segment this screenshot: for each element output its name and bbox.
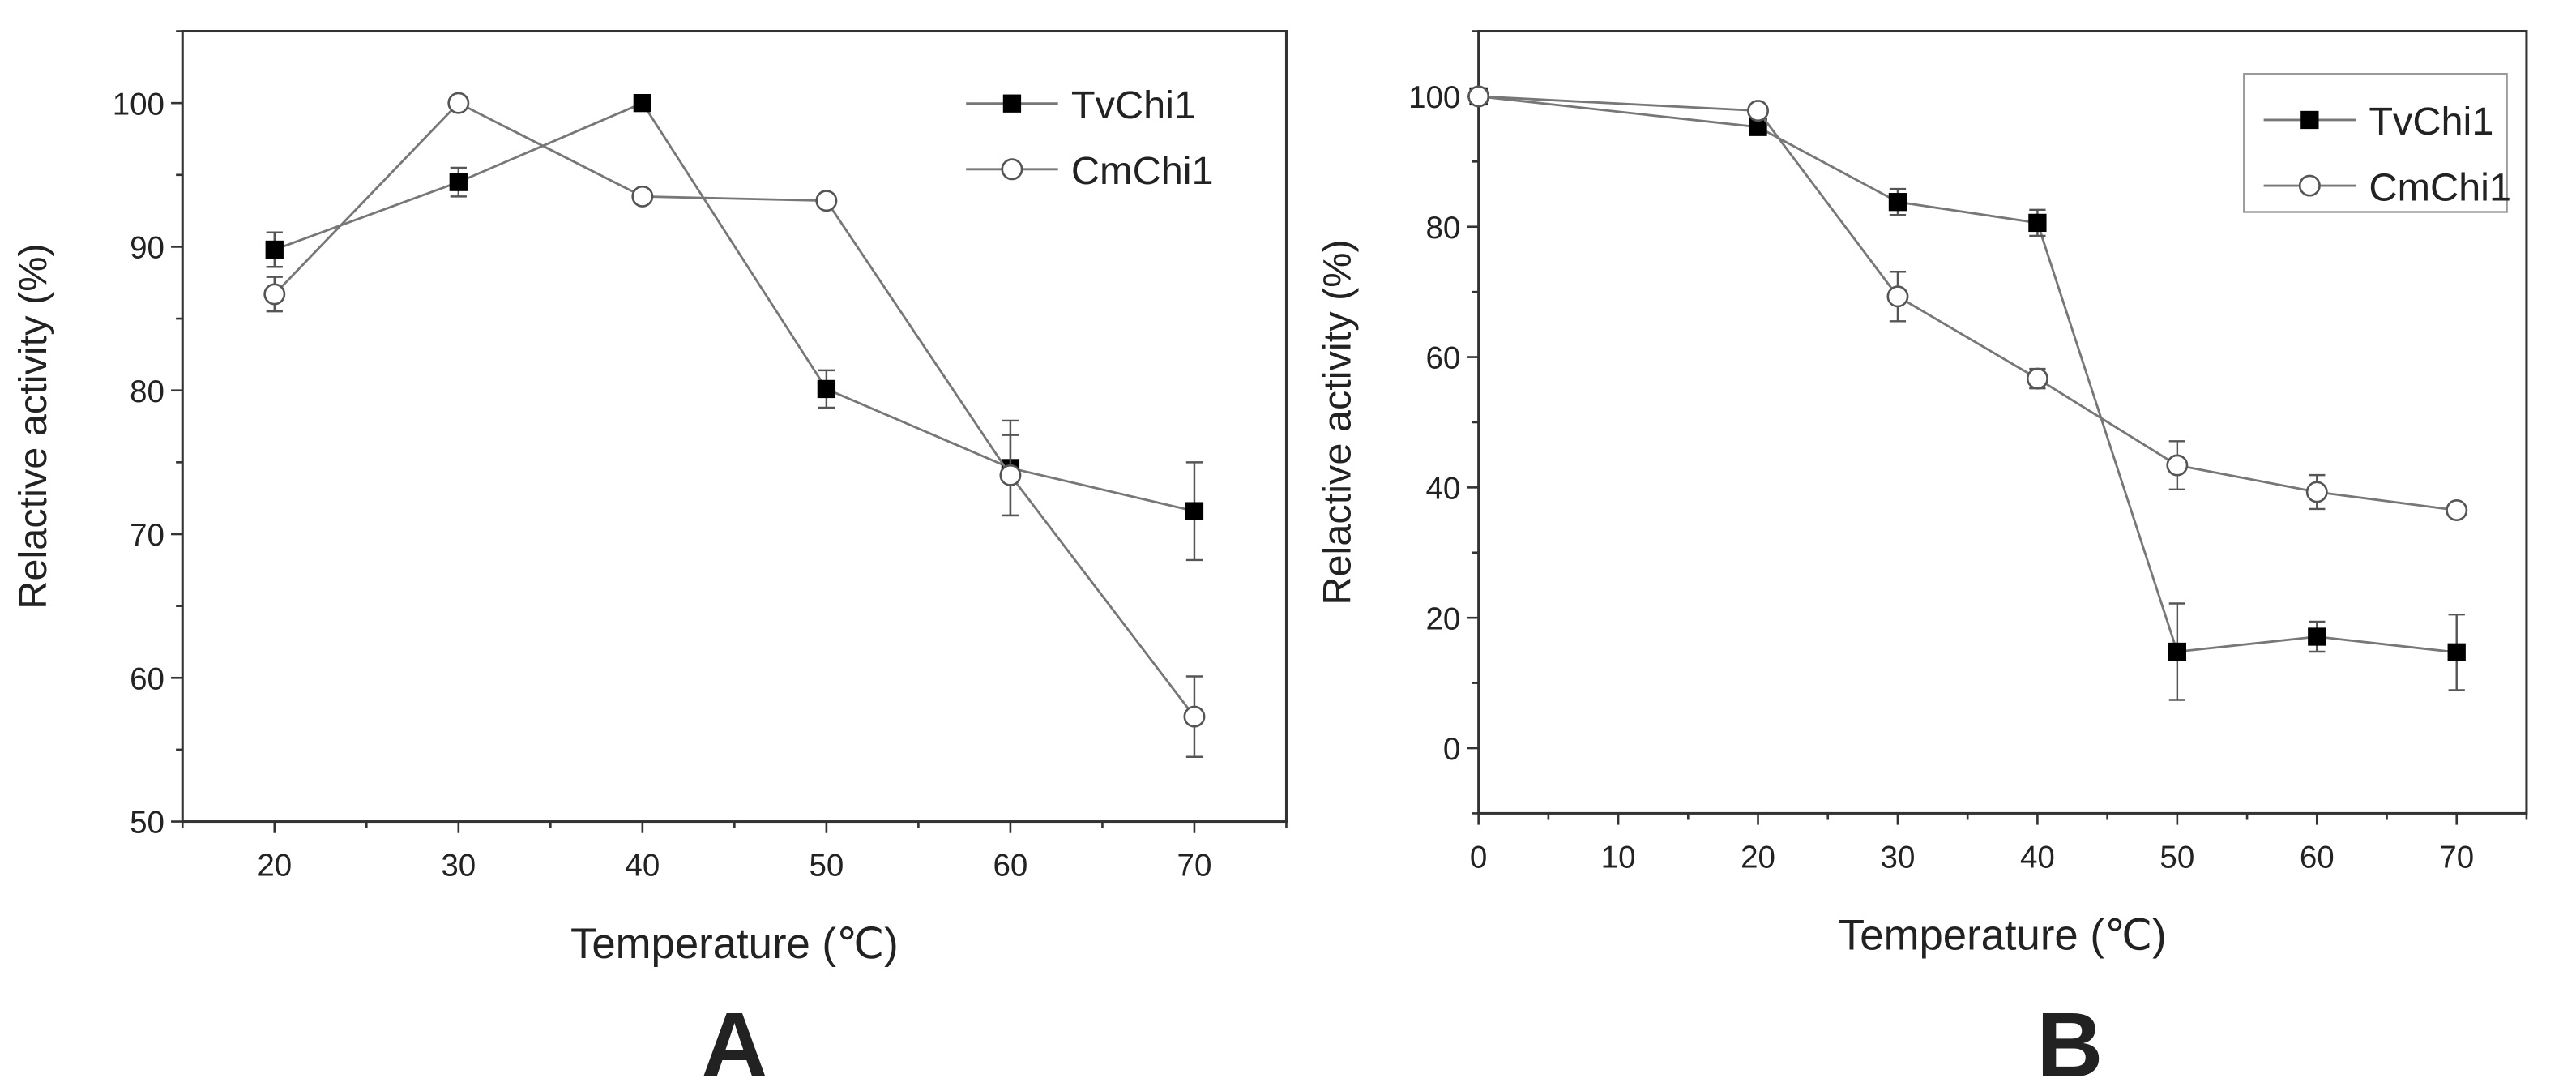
legend-label: CmChi1 [2369, 165, 2511, 209]
x-tick-label: 40 [2020, 840, 2055, 875]
data-point [2446, 499, 2468, 521]
data-point [1888, 193, 1907, 212]
data-point [1749, 118, 1767, 136]
series-CmChi1 [1467, 85, 2468, 521]
data-point [263, 283, 286, 306]
x-tick-label: 20 [257, 848, 292, 883]
data-point [633, 94, 651, 113]
y-tick-label: 80 [130, 374, 164, 409]
legend-box [2243, 73, 2508, 213]
x-tick-label: 70 [1177, 848, 1212, 883]
series-CmChi1 [263, 92, 1206, 758]
y-tick-label: 60 [130, 661, 164, 696]
legend-marker [1002, 94, 1022, 113]
legend-label: TvChi1 [1071, 83, 1196, 127]
series-TvChi1 [265, 94, 1204, 562]
data-point [2305, 481, 2328, 503]
data-point [265, 240, 284, 259]
legend-marker [2298, 174, 2321, 197]
series-line [274, 101, 1195, 513]
legend-label: TvChi1 [2369, 100, 2493, 143]
x-axis-label: Temperature (℃) [570, 920, 899, 968]
data-point [817, 379, 836, 399]
y-axis-label: Relactive activity (%) [1316, 239, 1360, 605]
data-point [447, 92, 470, 114]
data-point [1185, 502, 1204, 520]
y-axis-label: Relactive activity (%) [11, 243, 55, 609]
x-tick-label: 50 [809, 848, 844, 883]
data-point [2028, 213, 2047, 233]
x-tick-label: 10 [1601, 840, 1636, 875]
y-tick-label: 100 [1408, 80, 1460, 115]
x-tick-label: 50 [2159, 840, 2194, 875]
data-point [1747, 100, 1770, 122]
y-tick-label: 70 [130, 518, 164, 553]
data-point [1467, 85, 1490, 108]
data-point [2166, 454, 2189, 477]
legend-marker [1001, 158, 1023, 181]
legend-marker [2300, 110, 2319, 130]
x-tick-label: 30 [441, 848, 476, 883]
series-line [273, 101, 1196, 718]
y-tick-label: 40 [1426, 472, 1461, 507]
panel-label: B [2036, 994, 2103, 1091]
data-point [1183, 705, 1206, 728]
x-axis-label: Temperature (℃) [1839, 912, 2167, 960]
y-tick-label: 100 [113, 87, 164, 122]
legend-label: CmChi1 [1071, 149, 1214, 193]
y-tick-label: 90 [130, 231, 164, 266]
x-tick-label: 60 [993, 848, 1028, 883]
data-point [999, 464, 1022, 486]
panel-A: 20 30 40 50 60 70 50 60 70 80 90 100 Temperature (℃)… [11, 29, 1288, 1091]
y-tick-label: 80 [1426, 211, 1461, 246]
x-tick-label: 20 [1741, 840, 1775, 875]
panel-B: 0 10 20 30 40 50 60 70 0 20 40 60 80 100 Temperature (… [1316, 29, 2528, 1091]
y-tick-label: 0 [1443, 732, 1460, 767]
data-point [1886, 285, 1909, 308]
x-tick-label: 0 [1470, 840, 1487, 875]
x-tick-label: 60 [2300, 840, 2335, 875]
y-tick-label: 60 [1426, 341, 1461, 376]
y-tick-label: 20 [1426, 601, 1461, 636]
data-point [2308, 627, 2326, 646]
data-point [2168, 642, 2186, 661]
panel-label: A [701, 994, 767, 1091]
series-TvChi1 [1469, 87, 2466, 701]
x-tick-label: 40 [625, 848, 660, 883]
x-tick-label: 70 [2439, 840, 2474, 875]
x-tick-label: 30 [1881, 840, 1916, 875]
data-point [449, 173, 468, 191]
data-point [2026, 367, 2048, 390]
data-point [2447, 643, 2466, 661]
data-point [631, 185, 654, 208]
data-point [815, 190, 838, 212]
y-tick-label: 50 [130, 806, 164, 841]
